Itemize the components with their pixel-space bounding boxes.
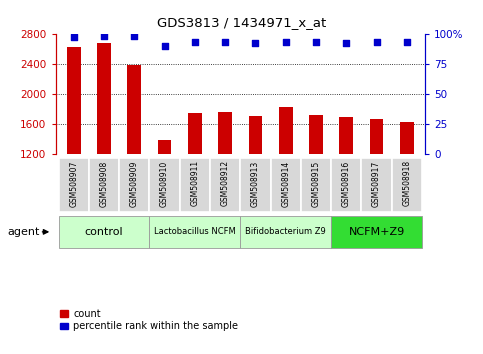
Text: GSM508915: GSM508915 — [312, 160, 321, 206]
Bar — [180, 158, 210, 212]
Point — [70, 34, 78, 40]
Text: GSM508908: GSM508908 — [99, 160, 109, 206]
Bar — [158, 141, 171, 154]
Text: GSM508917: GSM508917 — [372, 160, 381, 206]
Text: Bifidobacterium Z9: Bifidobacterium Z9 — [245, 227, 326, 236]
Bar — [370, 119, 384, 154]
Text: GSM508907: GSM508907 — [69, 160, 78, 207]
Text: GSM508913: GSM508913 — [251, 160, 260, 206]
Point — [403, 39, 411, 45]
Bar — [119, 158, 149, 212]
Bar — [188, 113, 202, 154]
Bar — [270, 158, 301, 212]
Text: GSM508916: GSM508916 — [342, 160, 351, 206]
Bar — [89, 158, 119, 212]
Text: GSM508914: GSM508914 — [281, 160, 290, 206]
Text: NCFM+Z9: NCFM+Z9 — [348, 227, 405, 237]
Bar — [241, 158, 270, 212]
Bar — [128, 65, 141, 154]
Bar — [301, 158, 331, 212]
Bar — [58, 158, 89, 212]
Point — [100, 33, 108, 39]
Point — [342, 40, 350, 46]
Point — [221, 39, 229, 45]
Bar — [309, 115, 323, 154]
Point — [252, 40, 259, 46]
Bar — [241, 216, 331, 248]
Text: agent: agent — [7, 227, 40, 237]
Text: control: control — [85, 227, 123, 237]
Bar — [149, 158, 180, 212]
Point — [312, 39, 320, 45]
Point — [373, 39, 381, 45]
Text: GSM508912: GSM508912 — [221, 160, 229, 206]
Legend: count, percentile rank within the sample: count, percentile rank within the sample — [60, 309, 238, 331]
Text: GSM508918: GSM508918 — [402, 160, 412, 206]
Point — [191, 39, 199, 45]
Bar — [331, 216, 422, 248]
Point — [161, 43, 169, 48]
Bar — [97, 42, 111, 154]
Bar — [218, 112, 232, 154]
Point — [130, 33, 138, 39]
Bar — [279, 107, 293, 154]
Text: GSM508910: GSM508910 — [160, 160, 169, 206]
Point — [282, 39, 290, 45]
Bar — [210, 158, 241, 212]
Bar — [249, 116, 262, 154]
Bar — [361, 158, 392, 212]
Bar — [331, 158, 361, 212]
Bar — [400, 122, 413, 154]
Text: GSM508909: GSM508909 — [130, 160, 139, 207]
Text: GDS3813 / 1434971_x_at: GDS3813 / 1434971_x_at — [157, 16, 326, 29]
Bar — [392, 158, 422, 212]
Text: Lactobacillus NCFM: Lactobacillus NCFM — [154, 227, 236, 236]
Bar — [149, 216, 241, 248]
Bar — [58, 216, 149, 248]
Text: GSM508911: GSM508911 — [190, 160, 199, 206]
Bar — [67, 47, 81, 154]
Bar — [340, 117, 353, 154]
